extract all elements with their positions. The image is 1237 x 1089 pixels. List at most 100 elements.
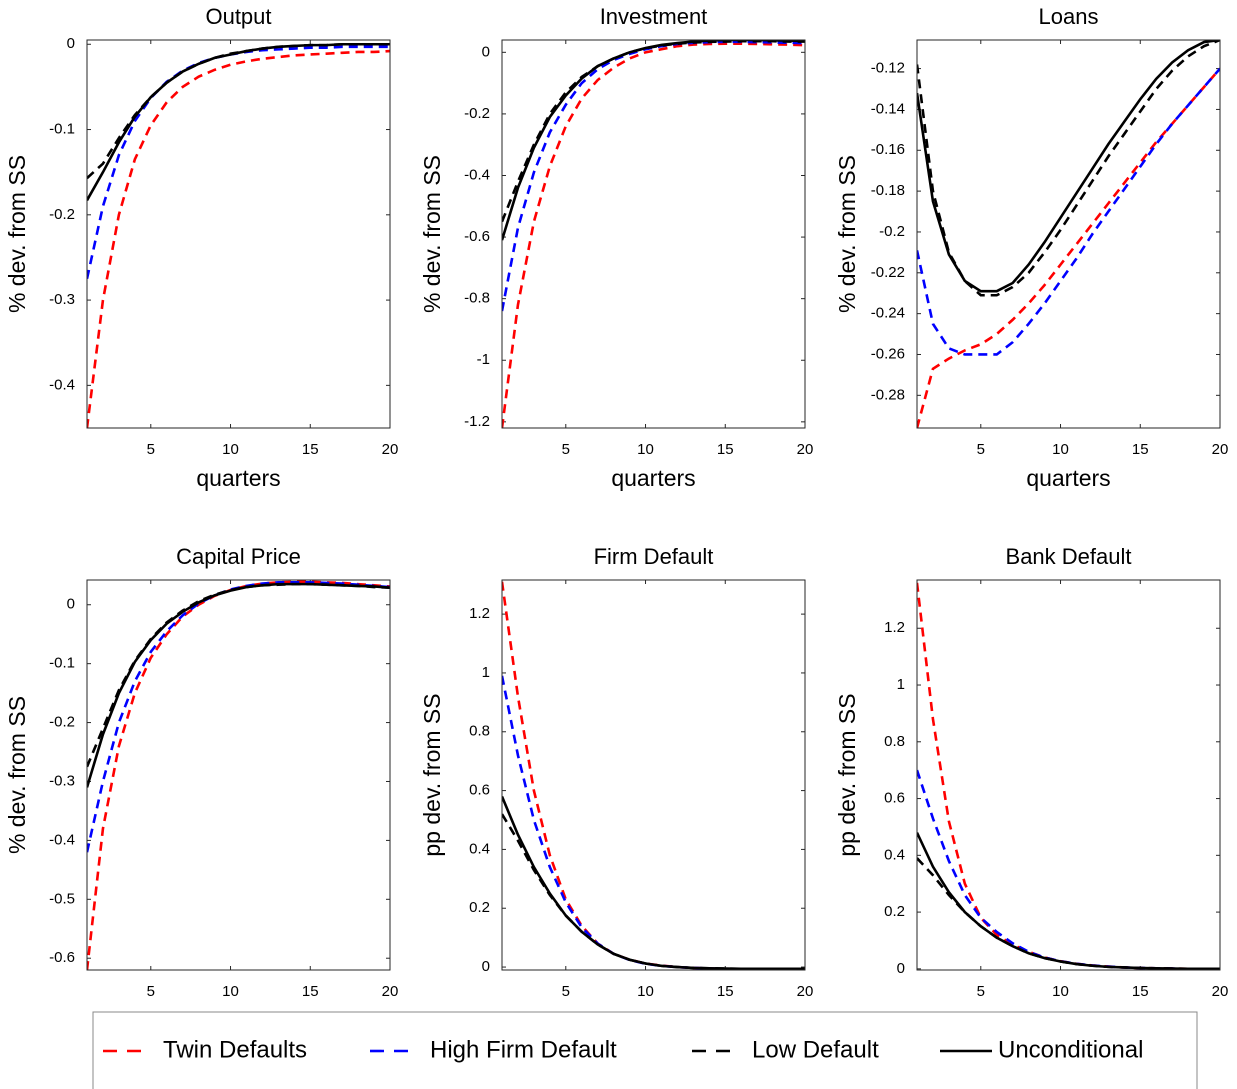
y-axis-label: pp dev. from SS [834, 693, 860, 856]
y-tick-label: 0.4 [469, 840, 490, 857]
x-tick-label: 10 [1052, 983, 1069, 1000]
series-line [917, 40, 1220, 297]
y-axis-label: pp dev. from SS [419, 693, 445, 856]
series-line [502, 42, 805, 428]
x-tick-label: 15 [302, 441, 319, 458]
series-line [87, 42, 390, 201]
x-tick-label: 20 [1212, 441, 1229, 458]
series-line [502, 40, 805, 223]
y-axis-label: % dev. from SS [419, 155, 445, 313]
series-line [87, 582, 390, 768]
x-tick-label: 20 [1212, 983, 1229, 1000]
y-tick-label: -0.28 [871, 386, 905, 403]
x-tick-label: 15 [1132, 983, 1149, 1000]
x-tick-label: 10 [222, 983, 239, 1000]
x-tick-label: 20 [797, 983, 814, 1000]
y-axis-label: % dev. from SS [834, 155, 860, 313]
y-tick-label: -0.8 [464, 290, 490, 307]
series-line [87, 49, 390, 428]
x-tick-label: 5 [147, 983, 155, 1000]
y-tick-label: 0.8 [469, 723, 490, 740]
y-tick-label: 1.2 [884, 619, 905, 636]
series-line [917, 832, 1220, 970]
y-tick-label: -0.4 [49, 831, 75, 848]
y-tick-label: -0.1 [49, 655, 75, 672]
y-tick-label: 0.8 [884, 733, 905, 750]
x-tick-label: 5 [562, 441, 570, 458]
axes-frame [916, 579, 1221, 971]
chart-title: Capital Price [176, 544, 301, 569]
y-tick-label: -0.4 [49, 376, 75, 393]
series-line [917, 857, 1220, 970]
y-tick-label: 0.2 [469, 899, 490, 916]
x-axis-label: quarters [611, 465, 695, 491]
x-axis-label: quarters [196, 465, 280, 491]
axes-frame [501, 579, 806, 971]
y-axis-label: % dev. from SS [4, 696, 30, 854]
series-line [87, 581, 390, 853]
y-tick-label: 1 [482, 664, 490, 681]
chart-title: Output [205, 4, 271, 29]
y-tick-label: -0.2 [879, 223, 905, 240]
legend-label: High Firm Default [430, 1036, 617, 1063]
axes-frame [86, 39, 391, 429]
y-tick-label: 0.2 [884, 903, 905, 920]
y-tick-label: -0.2 [464, 105, 490, 122]
y-tick-label: 0.6 [884, 790, 905, 807]
y-tick-label: -0.5 [49, 890, 75, 907]
y-tick-label: 0.4 [884, 846, 905, 863]
axes-frame [916, 39, 1221, 429]
y-tick-label: -0.4 [464, 166, 490, 183]
y-tick-label: 0.6 [469, 782, 490, 799]
series-line [87, 582, 390, 788]
y-axis-label: % dev. from SS [4, 155, 30, 313]
y-tick-label: -0.18 [871, 182, 905, 199]
series-line [502, 581, 805, 970]
series-line [87, 45, 390, 280]
y-tick-label: -0.14 [871, 100, 905, 117]
y-tick-label: 1 [897, 676, 905, 693]
legend-label: Low Default [752, 1036, 879, 1063]
x-tick-label: 20 [797, 441, 814, 458]
y-tick-label: -0.3 [49, 291, 75, 308]
x-tick-label: 5 [977, 983, 985, 1000]
x-tick-label: 20 [382, 983, 399, 1000]
x-tick-label: 5 [977, 441, 985, 458]
y-tick-label: 0 [482, 958, 490, 975]
y-tick-label: -0.26 [871, 345, 905, 362]
x-tick-label: 15 [302, 983, 319, 1000]
y-tick-label: 0 [67, 35, 75, 52]
series-line [502, 675, 805, 970]
y-tick-label: -1 [477, 351, 490, 368]
x-tick-label: 20 [382, 441, 399, 458]
y-tick-label: 1.2 [469, 605, 490, 622]
x-tick-label: 15 [717, 983, 734, 1000]
legend-label: Twin Defaults [163, 1036, 307, 1063]
x-tick-label: 15 [1132, 441, 1149, 458]
x-tick-label: 15 [717, 441, 734, 458]
series-line [917, 40, 1220, 293]
chart-title: Loans [1039, 4, 1099, 29]
axes-frame [501, 39, 806, 429]
chart-title: Firm Default [594, 544, 714, 569]
y-tick-label: -0.3 [49, 772, 75, 789]
chart-title: Bank Default [1006, 544, 1132, 569]
y-tick-label: 0 [897, 960, 905, 977]
y-tick-label: 0 [482, 43, 490, 60]
series-line [917, 67, 1220, 428]
y-tick-label: -0.16 [871, 141, 905, 158]
series-line [87, 580, 390, 970]
y-tick-label: -1.2 [464, 413, 490, 430]
x-tick-label: 10 [637, 441, 654, 458]
x-tick-label: 5 [147, 441, 155, 458]
legend-box [92, 1011, 1198, 1089]
series-line [502, 795, 805, 970]
y-tick-label: -0.22 [871, 264, 905, 281]
y-tick-label: 0 [67, 596, 75, 613]
x-tick-label: 5 [562, 983, 570, 1000]
y-tick-label: -0.2 [49, 206, 75, 223]
y-tick-label: -0.6 [49, 949, 75, 966]
x-axis-label: quarters [1026, 465, 1110, 491]
chart-title: Investment [600, 4, 708, 29]
